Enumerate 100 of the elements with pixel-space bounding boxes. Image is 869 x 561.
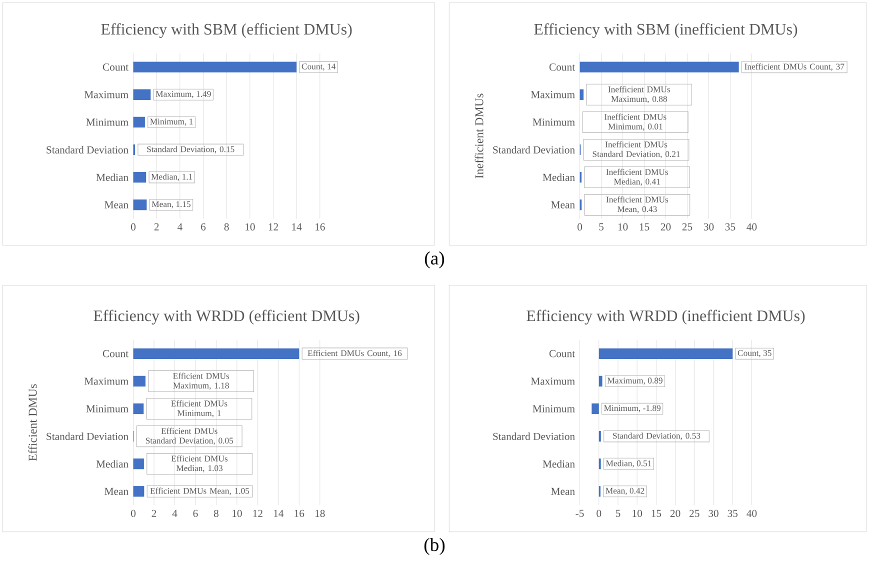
- data-label: Inefficient DMUs Maximum, 0.88: [608, 86, 670, 104]
- x-tick-label: 5: [599, 223, 604, 230]
- y-tick-label: Minimum: [532, 118, 575, 126]
- data-label: Count, 14: [302, 64, 336, 71]
- y-tick-label: Maximum: [84, 90, 128, 98]
- y-tick-label: Median: [96, 460, 128, 468]
- y-tick-label: Minimum: [86, 405, 128, 412]
- data-label: Efficient DMUs Maximum, 1.18: [173, 372, 230, 390]
- x-tick-label: 20: [670, 510, 680, 517]
- x-tick-label: 6: [193, 510, 198, 517]
- y-tick-label: Standard Deviation: [493, 146, 575, 154]
- bar: [133, 199, 147, 210]
- x-tick-label: 10: [618, 223, 628, 230]
- x-tick-label: 35: [725, 223, 736, 230]
- x-tick-label: 0: [596, 510, 602, 517]
- bar: [598, 376, 602, 386]
- x-tick-label: -5: [576, 510, 584, 517]
- x-tick-label: 25: [682, 223, 692, 230]
- x-tick-label: 5: [616, 510, 620, 517]
- data-label: Efficient DMUs Median, 1.03: [171, 455, 228, 472]
- data-label: Inefficient DMUs Standard Deviation, 0.21: [592, 141, 680, 158]
- data-label: Efficient DMUs Minimum, 1: [171, 400, 228, 418]
- y-tick-label: Count: [549, 350, 576, 358]
- x-tick-label: 40: [746, 510, 757, 517]
- y-tick-label: Count: [549, 63, 576, 71]
- data-label: Mean, 0.42: [606, 488, 644, 495]
- y-tick-label: Maximum: [84, 378, 128, 385]
- bar: [592, 403, 599, 414]
- bar: [133, 172, 146, 183]
- x-tick-label: 8: [224, 223, 229, 230]
- bar: [133, 116, 145, 128]
- x-tick-label: 2: [152, 510, 156, 517]
- data-label: Minimum, -1.89: [604, 405, 660, 412]
- y-tick-label: Mean: [551, 488, 575, 495]
- x-tick-label: 4: [172, 510, 178, 517]
- y-tick-label: Median: [96, 173, 128, 181]
- x-tick-label: 15: [640, 223, 650, 230]
- x-tick-label: 30: [708, 510, 718, 517]
- data-label: Efficient DMUs Count, 16: [308, 350, 402, 358]
- x-tick-label: 4: [177, 223, 182, 230]
- y-tick-label: Standard Deviation: [493, 432, 575, 440]
- y-tick-label: Maximum: [530, 90, 575, 98]
- data-label: Inefficient DMUs Minimum, 0.01: [604, 114, 666, 131]
- y-axis-title: Efficient DMUs: [28, 384, 37, 461]
- chart-title: Efficiency with SBM (efficient DMUs): [101, 23, 352, 38]
- chart-title: Efficiency with SBM (inefficient DMUs): [534, 23, 798, 38]
- y-tick-label: Mean: [104, 201, 128, 208]
- x-tick-label: 25: [690, 510, 700, 517]
- bar: [598, 348, 733, 359]
- x-tick-label: 10: [246, 223, 255, 230]
- text: (a): [424, 251, 444, 268]
- chart-title: Efficiency with WRDD (efficient DMUs): [94, 310, 360, 324]
- y-tick-label: Median: [542, 460, 575, 468]
- y-tick-label: Median: [542, 173, 575, 181]
- x-tick-label: 14: [274, 510, 284, 517]
- data-label: Efficient DMUs Standard Deviation, 0.05: [146, 428, 234, 445]
- data-label: Median, 0.51: [606, 460, 652, 468]
- x-tick-label: 10: [632, 510, 642, 517]
- x-tick-label: 40: [746, 223, 757, 230]
- data-label: Standard Deviation, 0.15: [147, 146, 234, 154]
- data-label: Inefficient DMUs Count, 37: [744, 63, 844, 71]
- bar: [580, 89, 584, 100]
- bar: [133, 89, 151, 100]
- y-tick-label: Standard Deviation: [46, 146, 128, 154]
- data-label: Mean, 1.15: [152, 201, 191, 208]
- x-tick-label: 2: [154, 223, 159, 230]
- data-label: Maximum, 1.49: [156, 91, 211, 98]
- data-label: Inefficient DMUs Median, 0.41: [606, 168, 668, 186]
- data-label: Median, 1.1: [151, 174, 192, 181]
- x-tick-label: 8: [214, 510, 218, 517]
- x-tick-label: 35: [728, 510, 738, 517]
- chart-title: Efficiency with WRDD (inefficient DMUs): [526, 310, 805, 324]
- y-tick-label: Minimum: [86, 118, 128, 126]
- y-tick-label: Mean: [104, 488, 128, 495]
- bar: [133, 376, 146, 386]
- bar: [133, 403, 144, 414]
- bar: [133, 62, 297, 72]
- bar: [580, 62, 739, 72]
- data-label: Efficient DMUs Mean, 1.05: [150, 488, 250, 496]
- x-tick-label: 6: [201, 223, 206, 230]
- data-label: Minimum, 1: [150, 118, 193, 126]
- bar: [133, 458, 144, 470]
- y-tick-label: Count: [102, 63, 129, 71]
- data-label: Count, 35: [738, 350, 772, 358]
- x-tick-label: 12: [268, 223, 278, 230]
- x-tick-label: 10: [232, 510, 242, 517]
- x-tick-label: 15: [652, 510, 662, 517]
- y-tick-label: Mean: [551, 201, 575, 208]
- data-label: Inefficient DMUs Mean, 0.43: [606, 196, 668, 214]
- x-tick-label: 30: [704, 223, 714, 230]
- y-axis-title: Inefficient DMUs: [474, 94, 484, 178]
- data-label: Maximum, 0.89: [607, 378, 662, 385]
- data-label: Standard Deviation, 0.53: [613, 432, 700, 440]
- y-tick-label: Count: [102, 350, 129, 358]
- bar: [133, 486, 144, 497]
- text: (b): [424, 538, 445, 555]
- bar: [133, 348, 300, 359]
- x-tick-label: 18: [315, 510, 325, 517]
- y-tick-label: Maximum: [530, 378, 575, 385]
- x-tick-label: 16: [315, 223, 325, 230]
